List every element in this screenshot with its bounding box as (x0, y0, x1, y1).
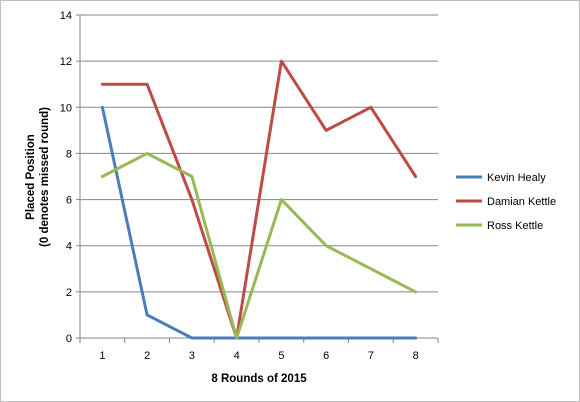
x-tick-label: 6 (323, 350, 329, 362)
axes (76, 14, 439, 343)
legend-label-kevin-healy: Kevin Healy (487, 172, 546, 184)
legend-label-damian-kettle: Damian Kettle (487, 196, 556, 208)
y-tick-label: 6 (66, 195, 72, 207)
series-line-damian-kettle (100, 59, 418, 340)
y-axis-title: Placed Position (0 denotes missed round) (25, 107, 51, 247)
legend: Kevin Healy Damian Kettle Ross Kettle (456, 172, 556, 232)
y-tick-label: 12 (60, 56, 72, 68)
legend-item-ross-kettle: Ross Kettle (456, 220, 543, 232)
x-tick-label: 2 (144, 350, 150, 362)
y-tick-label: 14 (60, 10, 72, 22)
y-tick-label: 0 (66, 333, 72, 345)
series-line-kevin-healy (100, 105, 418, 340)
x-tick-label: 1 (99, 350, 105, 362)
series-line-ross-kettle (100, 151, 418, 340)
y-tick-label: 8 (66, 148, 72, 160)
y-tick-label: 4 (66, 241, 72, 253)
x-tick-label: 8 (413, 350, 419, 362)
y-tick-label: 2 (66, 287, 72, 299)
x-axis-title: 8 Rounds of 2015 (211, 373, 307, 385)
x-tick-label: 4 (234, 350, 240, 362)
x-tick-label: 7 (368, 350, 374, 362)
y-axis-title-line-1: Placed Position (25, 134, 37, 220)
y-tick-label: 10 (60, 102, 72, 114)
legend-item-kevin-healy: Kevin Healy (456, 172, 546, 184)
legend-item-damian-kettle: Damian Kettle (456, 196, 556, 208)
series-lines (100, 59, 418, 340)
legend-label-ross-kettle: Ross Kettle (487, 220, 543, 232)
x-tick-label: 3 (189, 350, 195, 362)
y-axis-title-line-2: (0 denotes missed round) (39, 107, 51, 247)
x-tick-label: 5 (278, 350, 284, 362)
